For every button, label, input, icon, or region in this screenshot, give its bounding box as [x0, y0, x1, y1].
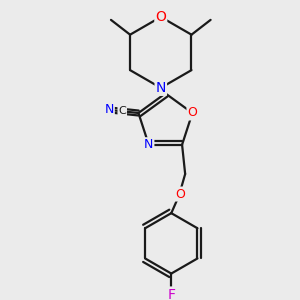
Text: N: N: [156, 81, 166, 95]
Text: O: O: [175, 188, 185, 200]
Text: C: C: [118, 106, 126, 116]
Text: O: O: [155, 10, 166, 24]
Text: F: F: [167, 287, 175, 300]
Text: N: N: [104, 103, 114, 116]
Text: O: O: [188, 106, 197, 119]
Text: N: N: [144, 138, 153, 151]
